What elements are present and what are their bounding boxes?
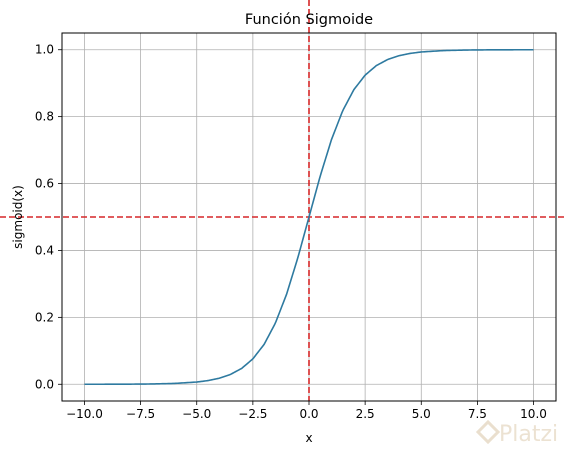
x-tick-label: −10.0 bbox=[66, 407, 103, 421]
x-tick-label: −5.0 bbox=[182, 407, 211, 421]
x-tick-label: 0.0 bbox=[299, 407, 318, 421]
x-tick-label: −2.5 bbox=[238, 407, 267, 421]
series-line bbox=[84, 48, 534, 386]
series-layer bbox=[84, 48, 534, 386]
x-tick-label: 2.5 bbox=[356, 407, 375, 421]
y-tick-label: 0.2 bbox=[35, 310, 54, 324]
platzi-logo-watermark: Platzi bbox=[475, 419, 558, 447]
watermark-text: Platzi bbox=[499, 422, 558, 447]
x-tick-label: 7.5 bbox=[468, 407, 487, 421]
y-tick-label: 0.4 bbox=[35, 243, 54, 257]
reference-lines bbox=[0, 0, 567, 401]
x-axis-label: x bbox=[305, 431, 312, 445]
platzi-logo-icon bbox=[475, 419, 501, 445]
y-tick-label: 1.0 bbox=[35, 43, 54, 57]
y-axis-label: sigmoid(x) bbox=[11, 185, 25, 249]
y-tick-label: 0.0 bbox=[35, 377, 54, 391]
x-tick-label: 10.0 bbox=[520, 407, 547, 421]
chart-title: Función Sigmoide bbox=[245, 12, 373, 28]
y-tick-label: 0.6 bbox=[35, 177, 54, 191]
x-axis-ticks: −10.0 −7.5 −5.0 −2.5 0.0 2.5 5.0 7.5 10.0 bbox=[66, 401, 547, 421]
y-axis-ticks: 0.0 0.2 0.4 0.6 0.8 1.0 bbox=[35, 43, 62, 391]
x-tick-label: 5.0 bbox=[412, 407, 431, 421]
y-tick-label: 0.8 bbox=[35, 110, 54, 124]
x-tick-label: −7.5 bbox=[126, 407, 155, 421]
